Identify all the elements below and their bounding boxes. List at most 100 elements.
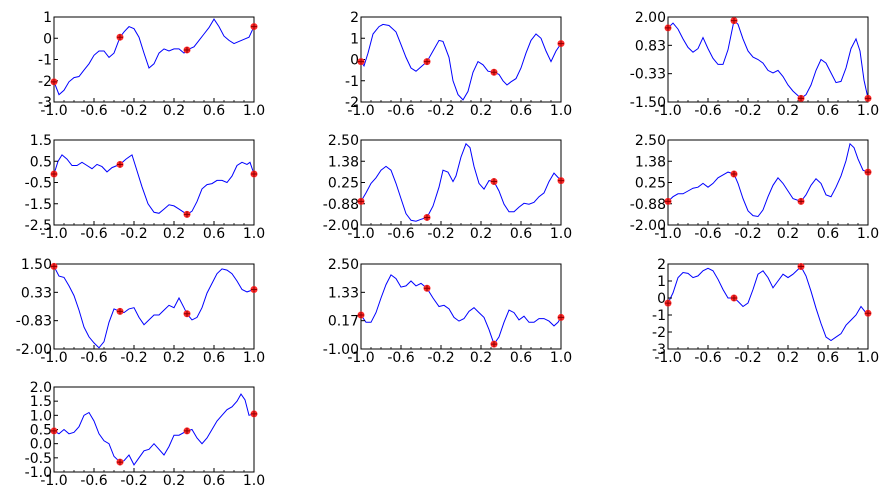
plot-frame	[53, 263, 255, 350]
y-tick-label: 1.5	[30, 394, 52, 410]
marker-plus	[798, 198, 804, 205]
x-tick-label: -0.2	[120, 103, 147, 119]
series-line	[361, 23, 561, 101]
marker-plus	[251, 23, 257, 30]
marker-plus	[358, 58, 364, 65]
marker-plus	[251, 171, 257, 177]
marker-plus	[798, 263, 804, 270]
x-tick-label: -1.0	[347, 226, 374, 242]
x-tick-label: -1.0	[347, 350, 374, 366]
y-tick-label: 0.17	[328, 314, 359, 330]
y-tick-label: 2.50	[328, 133, 359, 149]
y-tick-label: -2	[652, 325, 666, 341]
marker-plus	[117, 34, 123, 41]
y-tick-label: 2.0	[30, 380, 52, 396]
subplot-1: -1.0 -0.6 -0.2 0.2 0.6 1.0 1 0 -1 -2 -3	[38, 10, 265, 119]
marker-plus	[51, 427, 57, 434]
marker-plus	[491, 341, 497, 348]
x-tick-label: -1.0	[40, 103, 67, 119]
marker-plus	[491, 178, 497, 185]
y-tick-label: 0	[350, 53, 359, 69]
marker-plus	[117, 161, 123, 168]
y-tick-label: -1	[652, 308, 666, 324]
y-tick-label: -2.00	[323, 218, 359, 234]
marker-plus	[665, 300, 671, 307]
x-tick-label: -0.2	[734, 103, 761, 119]
marker-plus	[184, 46, 190, 53]
x-tick-label: -0.6	[387, 103, 414, 119]
plot-frame	[360, 263, 562, 350]
y-tick-label: 2	[657, 257, 666, 273]
subplot-6: -1.0 -0.6 -0.2 0.2 0.6 1.0 2.50 1.38 0.25 -0.88 -2…	[630, 133, 879, 242]
plot-frame	[360, 16, 562, 103]
marker-plus	[358, 198, 364, 205]
x-tick-label: -1.0	[654, 226, 681, 242]
y-tick-label: 2.00	[635, 10, 666, 26]
x-tick-label: 0.6	[510, 350, 532, 366]
y-tick-label: 2.50	[635, 133, 666, 149]
x-tick-label: 0.2	[777, 103, 799, 119]
subplot-8: -1.0 -0.6 -0.2 0.2 0.6 1.0 2.50 1.33 0.17 -1.00	[323, 257, 572, 366]
x-tick-label: 0.2	[777, 350, 799, 366]
marker-plus	[358, 312, 364, 318]
y-tick-label: -1.0	[25, 465, 52, 481]
x-tick-label: 1.0	[550, 226, 572, 242]
y-tick-label: 1.0	[30, 408, 52, 424]
marker-plus	[184, 427, 190, 434]
x-tick-label: -0.6	[694, 350, 721, 366]
marker-plus	[865, 95, 871, 102]
marker-plus	[865, 310, 871, 317]
x-tick-label: 0.6	[203, 226, 225, 242]
x-tick-label: 1.0	[857, 226, 879, 242]
x-tick-label: -1.0	[654, 350, 681, 366]
marker-plus	[865, 169, 871, 176]
series-line	[54, 266, 254, 349]
x-tick-label: 1.0	[243, 226, 265, 242]
subplot-2: -1.0 -0.6 -0.2 0.2 0.6 1.0 2 1 0 -1 -2	[345, 10, 572, 119]
marker-plus	[731, 295, 737, 301]
y-tick-label: -0.88	[630, 197, 666, 213]
y-tick-label: -1.5	[25, 197, 52, 213]
marker-plus	[117, 308, 123, 315]
x-tick-label: 0.2	[470, 350, 492, 366]
marker-plus	[558, 40, 564, 47]
y-tick-label: 0.5	[30, 154, 52, 170]
x-tick-label: 1.0	[550, 350, 572, 366]
series-line	[361, 274, 561, 346]
marker-plus	[51, 263, 57, 270]
y-tick-label: 1.50	[21, 257, 52, 273]
x-tick-label: -0.2	[734, 350, 761, 366]
marker-plus	[491, 69, 497, 76]
marker-plus	[251, 286, 257, 293]
x-tick-label: 0.2	[470, 103, 492, 119]
marker-plus	[558, 177, 564, 184]
marker-plus	[184, 211, 190, 218]
subplot-9: -1.0 -0.6 -0.2 0.2 0.6 1.0 210-1-2-3	[652, 257, 879, 366]
y-tick-label: 1	[43, 10, 52, 26]
x-tick-label: -0.2	[734, 226, 761, 242]
y-tick-label: 0	[657, 291, 666, 307]
marker-plus	[184, 310, 190, 317]
x-tick-label: 0.6	[510, 103, 532, 119]
x-tick-label: -0.6	[387, 226, 414, 242]
series-line	[361, 142, 561, 222]
y-tick-label: 2	[350, 10, 359, 26]
x-tick-label: 0.6	[203, 103, 225, 119]
x-tick-label: 0.2	[470, 226, 492, 242]
marker-plus	[731, 171, 737, 177]
series-line	[668, 142, 868, 218]
y-tick-label: -1	[38, 53, 52, 69]
x-tick-label: 1.0	[243, 473, 265, 489]
plot-frame	[360, 139, 562, 226]
y-tick-label: -2.00	[16, 342, 52, 358]
x-tick-label: -0.2	[427, 350, 454, 366]
marker-plus	[51, 78, 57, 85]
x-tick-label: 0.2	[163, 226, 185, 242]
x-tick-label: -1.0	[347, 103, 374, 119]
marker-plus	[424, 285, 430, 292]
y-tick-label: -1.00	[323, 342, 359, 358]
x-tick-label: -0.2	[427, 103, 454, 119]
y-tick-label: -2	[38, 74, 52, 90]
y-tick-label: 1	[657, 274, 666, 290]
